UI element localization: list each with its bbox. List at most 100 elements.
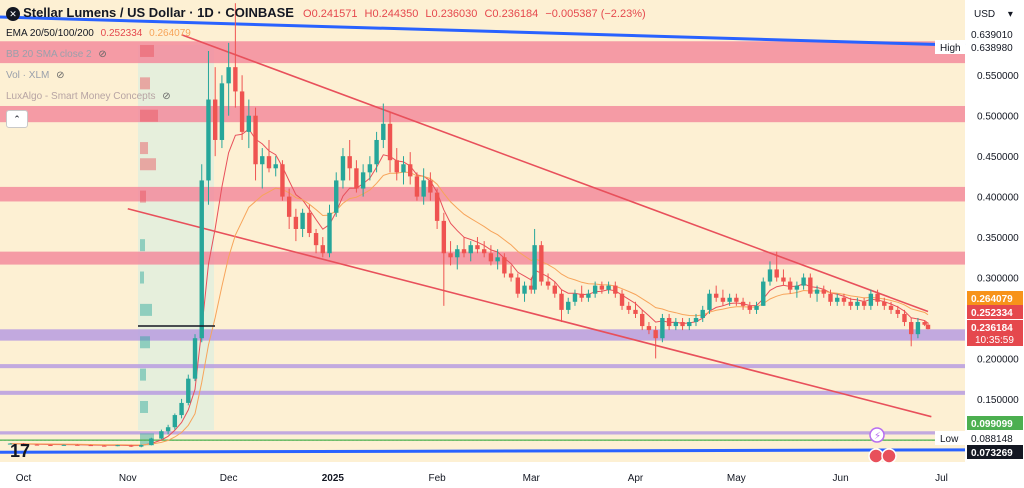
candle[interactable] — [633, 301, 638, 318]
candle[interactable] — [740, 297, 746, 310]
candle-body[interactable] — [801, 277, 806, 286]
symbol-logo-icon[interactable]: ✕ — [6, 7, 20, 22]
candle[interactable] — [461, 237, 467, 258]
candle-body[interactable] — [848, 301, 853, 306]
candle-body[interactable] — [428, 180, 433, 193]
candle[interactable] — [307, 204, 312, 238]
candle[interactable] — [455, 245, 460, 270]
candle[interactable] — [233, 3, 238, 108]
price-tick-label[interactable]: 0.200000 — [977, 354, 1019, 365]
time-axis[interactable]: Oct Nov Dec 2025 Feb Mar Apr May Jun Jul — [16, 473, 948, 484]
candle[interactable] — [495, 249, 500, 270]
candle[interactable] — [747, 301, 753, 314]
candle-body[interactable] — [539, 245, 544, 282]
time-tick-label[interactable]: Jul — [935, 473, 948, 484]
candle[interactable] — [579, 285, 584, 302]
time-tick-label[interactable]: Dec — [220, 473, 238, 484]
candle[interactable] — [767, 261, 773, 286]
candle[interactable] — [626, 301, 631, 314]
candle[interactable] — [475, 237, 480, 254]
candle-body[interactable] — [522, 285, 527, 294]
candle-body[interactable] — [421, 180, 426, 197]
candle[interactable] — [206, 50, 211, 205]
candle[interactable] — [922, 320, 927, 327]
candle-body[interactable] — [693, 317, 699, 323]
price-label[interactable]: 0.099099 — [967, 416, 1023, 430]
candle[interactable] — [381, 103, 386, 149]
time-tick-label[interactable]: Oct — [16, 473, 32, 484]
candle-body[interactable] — [552, 285, 557, 294]
candle[interactable] — [367, 156, 373, 181]
candle[interactable] — [875, 289, 880, 306]
price-axis[interactable]: 0.6000000.5500000.5000000.4500000.400000… — [935, 27, 1023, 459]
candle-body[interactable] — [545, 281, 551, 286]
candle[interactable] — [559, 289, 564, 323]
candle[interactable] — [387, 111, 393, 173]
candle[interactable] — [787, 277, 793, 294]
price-label[interactable]: 0.252334 — [967, 305, 1023, 319]
candle-body[interactable] — [619, 293, 625, 306]
candle[interactable] — [48, 444, 53, 447]
candle[interactable] — [572, 289, 578, 306]
candle[interactable] — [239, 75, 245, 140]
candle[interactable] — [253, 107, 258, 181]
candle-body[interactable] — [559, 293, 564, 310]
candle-body[interactable] — [687, 322, 692, 327]
candle[interactable] — [808, 273, 813, 298]
candle[interactable] — [266, 139, 272, 173]
candle-body[interactable] — [468, 245, 473, 254]
candle[interactable] — [394, 148, 399, 181]
candle-body[interactable] — [75, 444, 80, 446]
candle[interactable] — [687, 317, 692, 331]
candle-body[interactable] — [572, 293, 578, 302]
candle[interactable] — [260, 148, 265, 189]
candle[interactable] — [861, 297, 867, 310]
tradingview-logo[interactable]: 17 — [10, 441, 30, 461]
time-tick-label[interactable]: Nov — [119, 473, 137, 484]
candle[interactable] — [280, 160, 285, 201]
candle[interactable] — [75, 444, 80, 446]
candle[interactable] — [566, 297, 571, 314]
candle-body[interactable] — [48, 445, 53, 447]
candle[interactable] — [653, 326, 658, 359]
candle[interactable] — [159, 429, 164, 440]
candle[interactable] — [340, 148, 346, 189]
candle-body[interactable] — [34, 444, 40, 446]
volume-indicator-row[interactable]: Vol · XLM ⊘ — [6, 70, 65, 81]
bb-indicator-row[interactable]: BB 20 SMA close 2 ⊘ — [6, 49, 107, 60]
candle[interactable] — [186, 374, 191, 406]
candle-body[interactable] — [673, 322, 679, 327]
candle-body[interactable] — [102, 445, 107, 447]
candle-body[interactable] — [586, 293, 591, 298]
candle-body[interactable] — [149, 438, 154, 446]
candle-body[interactable] — [882, 301, 887, 306]
candle[interactable] — [713, 285, 719, 302]
candle-body[interactable] — [367, 164, 373, 173]
time-tick-label[interactable]: Apr — [628, 473, 644, 484]
luxalgo-indicator-row[interactable]: LuxAlgo - Smart Money Concepts ⊘ — [6, 91, 171, 102]
candle[interactable] — [925, 322, 931, 330]
candle-body[interactable] — [475, 245, 480, 250]
candle[interactable] — [599, 281, 605, 294]
eye-hidden-icon[interactable]: ⊘ — [162, 91, 171, 102]
candle[interactable] — [734, 293, 739, 306]
candle[interactable] — [673, 317, 679, 331]
candle[interactable] — [360, 164, 366, 197]
candle-body[interactable] — [814, 289, 820, 294]
candle-body[interactable] — [835, 297, 840, 302]
candle[interactable] — [115, 444, 120, 447]
candle[interactable] — [814, 285, 820, 302]
candle[interactable] — [586, 289, 591, 302]
candle[interactable] — [354, 160, 359, 193]
candle-body[interactable] — [855, 301, 860, 306]
time-tick-label[interactable]: Mar — [523, 473, 541, 484]
candle[interactable] — [915, 317, 921, 339]
candle[interactable] — [592, 281, 598, 298]
candle-body[interactable] — [861, 301, 867, 306]
candle-body[interactable] — [441, 220, 447, 254]
candle[interactable] — [7, 443, 13, 445]
candle[interactable] — [273, 156, 278, 177]
candle[interactable] — [781, 269, 786, 286]
candle-body[interactable] — [740, 301, 746, 306]
